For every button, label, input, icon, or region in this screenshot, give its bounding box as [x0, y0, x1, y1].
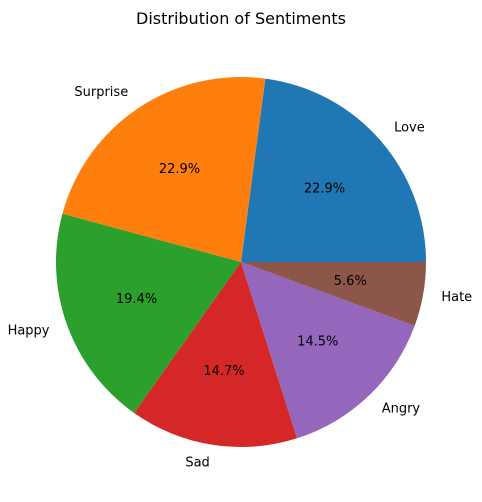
slice-percent-hate: 5.6%: [334, 274, 367, 289]
slice-label-hate: Hate: [441, 290, 472, 305]
chart-title: Distribution of Sentiments: [136, 9, 346, 28]
slice-label-sad: Sad: [185, 456, 209, 471]
slice-label-surprise: Surprise: [74, 85, 128, 100]
labels-layer: Love 22.9% Surprise 22.9% Happy 19.4% Sad 14.7%…: [8, 85, 473, 470]
slice-percent-angry: 14.5%: [297, 335, 338, 350]
slice-percent-sad: 14.7%: [203, 364, 244, 379]
slice-percent-love: 22.9%: [304, 181, 345, 196]
pie-slice-hate: [241, 262, 426, 326]
slice-label-happy: Happy: [8, 323, 50, 338]
pie-slice-love: [241, 78, 426, 262]
slice-percent-happy: 19.4%: [116, 292, 157, 307]
pie-slice-sad: [134, 262, 298, 447]
pie-slice-angry: [241, 262, 415, 439]
slice-label-love: Love: [394, 120, 425, 135]
pie-slice-happy: [55, 213, 241, 414]
slice-label-angry: Angry: [382, 402, 421, 417]
slice-percent-surprise: 22.9%: [159, 162, 200, 177]
pie-slice-surprise: [62, 77, 266, 262]
slices-layer: [55, 77, 426, 447]
